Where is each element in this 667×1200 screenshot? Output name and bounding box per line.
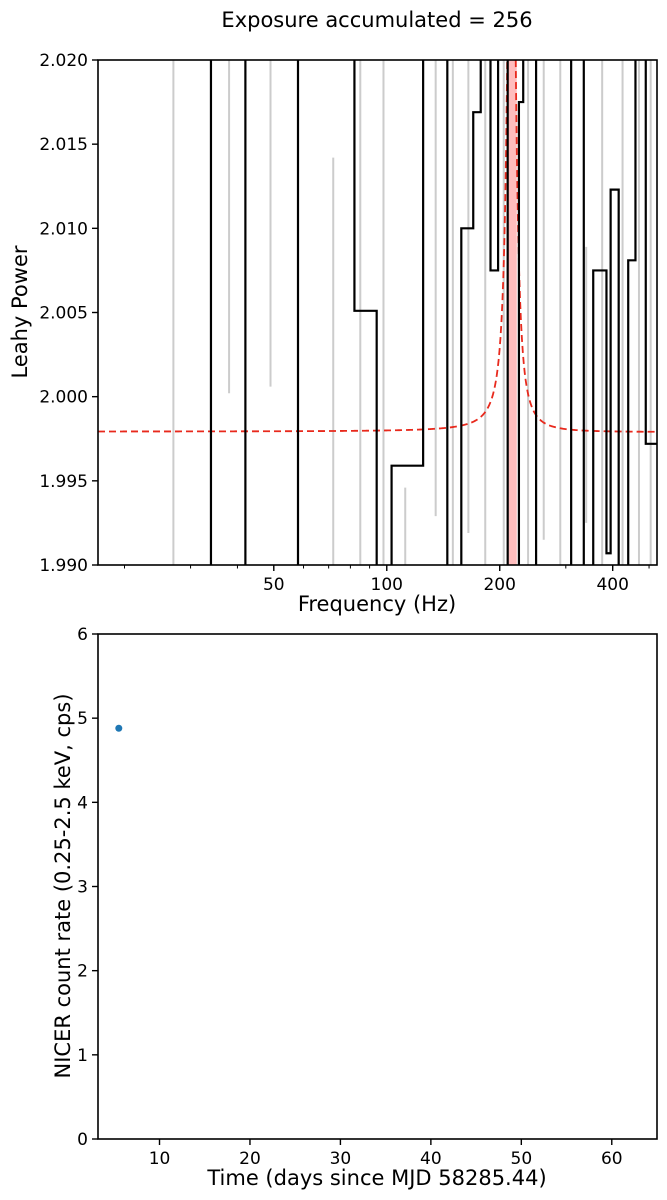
x-tick-label: 10 [149, 1149, 171, 1169]
x-axis-label: Time (days since MJD 58285.44) [206, 1166, 546, 1190]
y-axis-label: Leahy Power [8, 245, 32, 378]
error-bar-group [172, 60, 652, 565]
y-tick-label: 6 [77, 625, 88, 645]
y-tick-label: 2.000 [39, 388, 88, 408]
light-curve-panel: 10 20 30 40 50 60 0 1 2 3 4 5 6 Time (days since MJ… [51, 625, 658, 1190]
x-axis-label: Frequency (Hz) [298, 592, 456, 616]
y-tick-label: 1.990 [39, 556, 88, 576]
x-tick-label: 50 [511, 1149, 533, 1169]
count-rate-point [115, 724, 123, 732]
x-tick-label: 200 [483, 575, 515, 595]
x-tick-label: 100 [371, 575, 403, 595]
y-tick-label: 2.005 [39, 304, 88, 324]
x-tick-label: 60 [601, 1149, 623, 1169]
y-tick-label: 1 [77, 1046, 88, 1066]
x-tick-label: 20 [239, 1149, 261, 1169]
x-tick-label: 50 [263, 575, 285, 595]
y-tick-label: 2.020 [39, 51, 88, 71]
qpo-frequency-band [506, 60, 517, 565]
y-tick-label: 1.995 [39, 472, 88, 492]
y-tick-label: 2.015 [39, 135, 88, 155]
y-tick-label: 3 [77, 878, 88, 898]
y-tick-label: 0 [77, 1130, 88, 1150]
light-curve-axes-frame [97, 633, 658, 1140]
x-tick-label: 400 [596, 575, 628, 595]
y-tick-label: 2 [77, 962, 88, 982]
y-tick-label: 2.010 [39, 219, 88, 239]
x-tick-label: 30 [330, 1149, 352, 1169]
binned-power-step-line [209, 60, 657, 565]
x-tick-label: 40 [420, 1149, 442, 1169]
y-axis-label: NICER count rate (0.25-2.5 keV, cps) [51, 693, 75, 1078]
y-tick-label: 5 [77, 709, 88, 729]
chart-title: Exposure accumulated = 256 [221, 8, 532, 32]
y-tick-label: 4 [77, 793, 88, 813]
power-spectrum-panel: Exposure accumulated = 256 50 100 200 400 1… [8, 8, 658, 616]
